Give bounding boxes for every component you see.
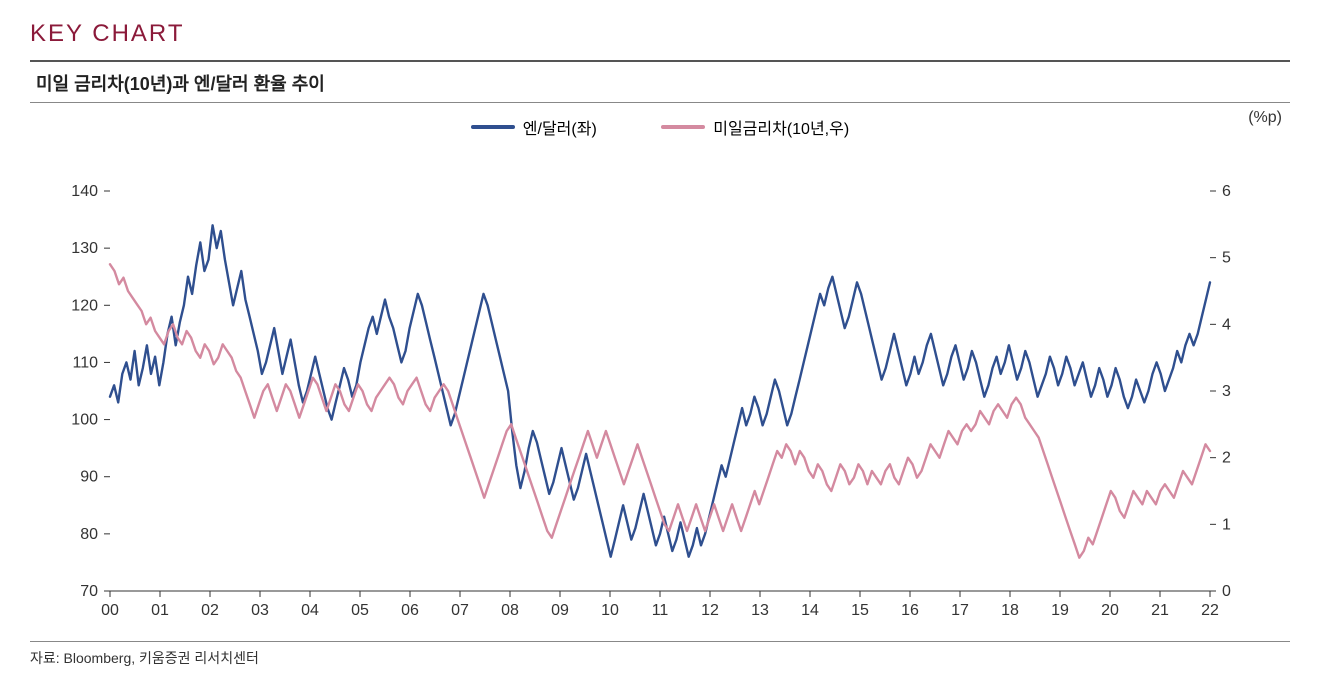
svg-text:4: 4 <box>1222 316 1231 333</box>
svg-text:19: 19 <box>1051 602 1069 619</box>
svg-text:22: 22 <box>1201 602 1219 619</box>
rule-bottom <box>30 641 1290 642</box>
svg-text:14: 14 <box>801 602 819 619</box>
rule-sub <box>30 102 1290 103</box>
svg-text:2: 2 <box>1222 450 1231 467</box>
chart-subtitle: 미일 금리차(10년)과 엔/달러 환율 추이 <box>36 70 1290 96</box>
svg-text:0: 0 <box>1222 583 1231 600</box>
svg-text:110: 110 <box>72 354 98 371</box>
header-title: KEY CHART <box>30 20 1290 48</box>
svg-text:01: 01 <box>151 602 169 619</box>
svg-text:100: 100 <box>71 412 98 429</box>
svg-text:07: 07 <box>451 602 469 619</box>
svg-text:20: 20 <box>1101 602 1119 619</box>
svg-text:6: 6 <box>1222 183 1231 200</box>
chart-container: 엔/달러(좌) 미일금리차(10년,우) (%p) 70809010011012… <box>30 109 1290 641</box>
svg-text:04: 04 <box>301 602 319 619</box>
rule-top <box>30 60 1290 62</box>
svg-text:06: 06 <box>401 602 419 619</box>
y2-unit-label: (%p) <box>1248 109 1282 127</box>
source-text: 자료: Bloomberg, 키움증권 리서치센터 <box>30 648 1290 668</box>
svg-text:21: 21 <box>1151 602 1169 619</box>
svg-text:70: 70 <box>80 583 98 600</box>
svg-text:12: 12 <box>701 602 719 619</box>
legend-item-1: 엔/달러(좌) <box>471 115 597 139</box>
svg-text:5: 5 <box>1222 250 1231 267</box>
svg-text:03: 03 <box>251 602 269 619</box>
svg-text:16: 16 <box>901 602 919 619</box>
svg-text:80: 80 <box>80 526 98 543</box>
svg-text:00: 00 <box>101 602 119 619</box>
svg-text:09: 09 <box>551 602 569 619</box>
svg-text:140: 140 <box>71 183 98 200</box>
svg-text:15: 15 <box>851 602 869 619</box>
legend-swatch-1 <box>471 125 515 129</box>
svg-text:3: 3 <box>1222 383 1231 400</box>
legend: 엔/달러(좌) 미일금리차(10년,우) <box>30 109 1290 141</box>
svg-text:120: 120 <box>71 297 98 314</box>
svg-text:17: 17 <box>951 602 969 619</box>
svg-text:18: 18 <box>1001 602 1019 619</box>
svg-text:02: 02 <box>201 602 219 619</box>
legend-swatch-2 <box>661 125 705 129</box>
svg-text:05: 05 <box>351 602 369 619</box>
svg-text:130: 130 <box>71 240 98 257</box>
svg-text:11: 11 <box>652 602 669 619</box>
svg-text:08: 08 <box>501 602 519 619</box>
legend-item-2: 미일금리차(10년,우) <box>661 115 849 139</box>
svg-text:13: 13 <box>751 602 769 619</box>
svg-text:1: 1 <box>1222 516 1231 533</box>
svg-text:90: 90 <box>80 469 98 486</box>
chart-svg: 7080901001101201301400123456000102030405… <box>30 141 1290 641</box>
svg-text:10: 10 <box>601 602 619 619</box>
legend-label-1: 엔/달러(좌) <box>523 115 597 139</box>
legend-label-2: 미일금리차(10년,우) <box>713 115 849 139</box>
